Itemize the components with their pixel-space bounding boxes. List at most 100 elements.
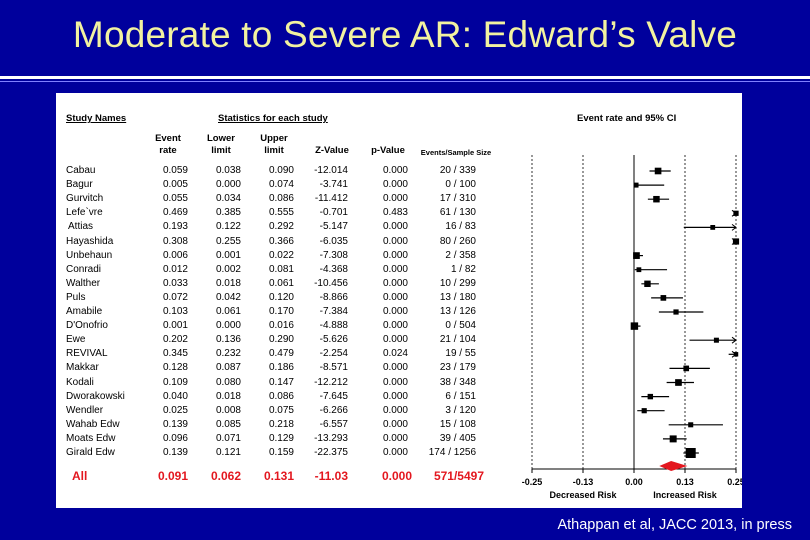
events-cell: 16 / 83 bbox=[445, 221, 476, 233]
pooled-lower: 0.062 bbox=[210, 469, 241, 483]
event-rate-cell: 0.059 bbox=[162, 165, 188, 176]
lower-limit-cell: 0.018 bbox=[215, 277, 241, 289]
header-event-rate-1: Event bbox=[155, 133, 181, 144]
events-cell: 39 / 405 bbox=[439, 432, 476, 444]
study-name: Moats Edw bbox=[66, 432, 116, 444]
x-right-label: Increased Risk bbox=[653, 490, 718, 500]
event-rate-cell: 0.040 bbox=[162, 390, 188, 402]
upper-limit-cell: 0.186 bbox=[268, 362, 294, 374]
events-cell: 21 / 104 bbox=[439, 334, 476, 346]
study-name: Unbehaun bbox=[66, 249, 113, 261]
study-name: Attias bbox=[68, 221, 94, 233]
events-cell: 10 / 299 bbox=[439, 277, 476, 289]
slide-title: Moderate to Severe AR: Edward’s Valve bbox=[72, 14, 738, 55]
study-name: D'Onofrio bbox=[66, 320, 108, 332]
lower-limit-cell: 0.071 bbox=[215, 432, 241, 444]
study-marker bbox=[688, 422, 694, 428]
p-value-cell: 0.000 bbox=[382, 390, 408, 402]
upper-limit-cell: 0.120 bbox=[268, 291, 294, 303]
event-rate-cell: 0.005 bbox=[162, 179, 188, 191]
z-value-cell: -13.293 bbox=[314, 432, 348, 444]
lower-limit-cell: 0.000 bbox=[215, 179, 241, 191]
upper-limit-cell: 0.075 bbox=[268, 404, 294, 416]
p-value-cell: 0.000 bbox=[382, 418, 408, 430]
p-value-cell: 0.000 bbox=[382, 376, 408, 388]
study-name: Girald Edw bbox=[66, 447, 115, 458]
study-name: Bagur bbox=[66, 179, 93, 191]
header-plot-group: Event rate and 95% CI bbox=[577, 113, 677, 124]
pooled-diamond bbox=[659, 461, 688, 471]
z-value-cell: -8.866 bbox=[319, 291, 348, 303]
x-tick-label: -0.13 bbox=[573, 477, 594, 487]
study-marker bbox=[732, 238, 740, 245]
p-value-cell: 0.000 bbox=[382, 404, 408, 416]
event-rate-cell: 0.055 bbox=[162, 193, 188, 205]
pooled-p: 0.000 bbox=[381, 469, 412, 483]
lower-limit-cell: 0.061 bbox=[215, 306, 241, 317]
study-marker bbox=[683, 365, 690, 372]
upper-limit-cell: 0.159 bbox=[268, 447, 294, 458]
study-name: Wendler bbox=[66, 404, 104, 416]
p-value-cell: 0.024 bbox=[382, 348, 408, 360]
p-value-cell: 0.000 bbox=[382, 165, 408, 176]
event-rate-cell: 0.202 bbox=[162, 334, 188, 346]
upper-limit-cell: 0.292 bbox=[268, 221, 294, 233]
x-tick-label: 0.25 bbox=[727, 477, 742, 487]
study-marker bbox=[685, 448, 696, 458]
forest-plot: -0.25 -0.13 0.00 0.13 0.25 Decreased Risk Incr… bbox=[522, 155, 742, 500]
event-rate-cell: 0.001 bbox=[162, 320, 188, 332]
study-name: Puls bbox=[66, 291, 86, 303]
lower-limit-cell: 0.038 bbox=[215, 165, 241, 176]
citation: Athappan et al, JACC 2013, in press bbox=[557, 517, 792, 533]
p-value-cell: 0.000 bbox=[382, 235, 408, 247]
lower-limit-cell: 0.136 bbox=[215, 334, 241, 346]
study-name: Cabau bbox=[66, 165, 96, 176]
p-value-cell: 0.000 bbox=[382, 362, 408, 374]
event-rate-cell: 0.139 bbox=[162, 418, 188, 430]
p-value-cell: 0.000 bbox=[382, 249, 408, 261]
z-value-cell: -3.741 bbox=[319, 179, 348, 191]
header-lower-limit-1: Lower bbox=[207, 133, 235, 144]
z-value-cell: -12.212 bbox=[314, 376, 348, 388]
event-rate-cell: 0.012 bbox=[162, 263, 188, 275]
study-name: Wahab Edw bbox=[66, 418, 120, 430]
events-cell: 15 / 108 bbox=[439, 418, 476, 430]
p-value-cell: 0.000 bbox=[382, 447, 408, 458]
p-value-cell: 0.000 bbox=[382, 334, 408, 346]
pooled-z: -11.03 bbox=[314, 469, 348, 483]
p-value-cell: 0.000 bbox=[382, 291, 408, 303]
event-rate-cell: 0.128 bbox=[162, 362, 188, 374]
events-cell: 23 / 179 bbox=[439, 362, 476, 374]
x-tick-label: 0.13 bbox=[676, 477, 694, 487]
event-rate-cell: 0.025 bbox=[162, 404, 188, 416]
upper-limit-cell: 0.290 bbox=[268, 334, 294, 346]
study-name: Conradi bbox=[66, 263, 102, 275]
header-lower-limit-2: limit bbox=[211, 145, 231, 156]
z-value-cell: -0.701 bbox=[319, 207, 348, 219]
study-marker bbox=[653, 195, 660, 203]
events-cell: 6 / 151 bbox=[445, 390, 476, 402]
lower-limit-cell: 0.000 bbox=[215, 320, 241, 332]
events-cell: 174 / 1256 bbox=[428, 447, 476, 458]
forest-plot-panel: Study Names Statistics for each study Ev… bbox=[56, 93, 742, 508]
header-upper-limit-1: Upper bbox=[260, 133, 288, 144]
header-upper-limit-2: limit bbox=[264, 145, 284, 156]
z-value-cell: -6.557 bbox=[319, 418, 348, 430]
ci-overflow-arrow bbox=[731, 223, 737, 231]
header-statistics-group: Statistics for each study bbox=[218, 113, 328, 124]
study-name: Hayashida bbox=[66, 235, 114, 247]
upper-limit-cell: 0.090 bbox=[268, 165, 294, 176]
title-divider-thin bbox=[0, 81, 810, 82]
upper-limit-cell: 0.086 bbox=[268, 390, 294, 402]
event-rate-cell: 0.345 bbox=[162, 348, 188, 360]
lower-limit-cell: 0.087 bbox=[215, 362, 241, 374]
lower-limit-cell: 0.042 bbox=[215, 291, 241, 303]
pooled-events: 571/5497 bbox=[433, 469, 484, 483]
event-rate-cell: 0.096 bbox=[162, 432, 188, 444]
pooled-rate: 0.091 bbox=[157, 469, 188, 483]
ci-overflow-arrow bbox=[731, 336, 737, 344]
lower-limit-cell: 0.080 bbox=[215, 376, 241, 388]
z-value-cell: -7.308 bbox=[319, 249, 348, 261]
p-value-cell: 0.000 bbox=[382, 179, 408, 191]
z-value-cell: -22.375 bbox=[314, 447, 348, 458]
